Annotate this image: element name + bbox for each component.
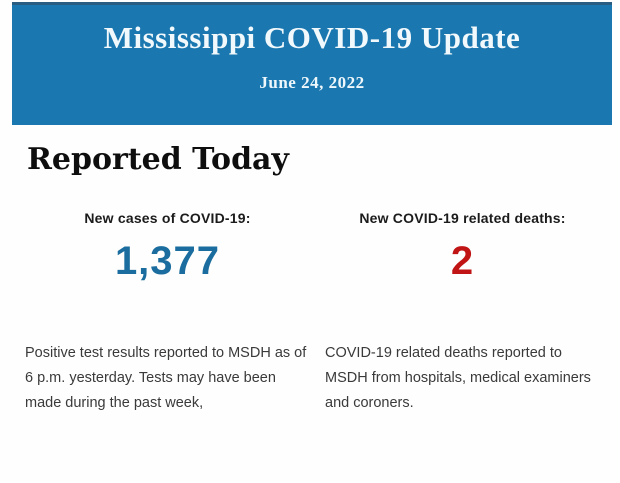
content-area: Reported Today New cases of COVID-19: 1,…: [0, 143, 620, 416]
new-deaths-description: COVID-19 related deaths reported to MSDH…: [325, 345, 591, 411]
new-deaths-label: New COVID-19 related deaths:: [359, 210, 566, 226]
stat-card-new-cases: New cases of COVID-19: 1,377 Positive te…: [25, 210, 310, 416]
stat-card-new-deaths: New COVID-19 related deaths: 2 COVID-19 …: [310, 210, 600, 416]
new-cases-label: New cases of COVID-19:: [84, 210, 251, 226]
header-band: Mississippi COVID-19 Update June 24, 202…: [12, 2, 612, 125]
new-deaths-value: 2: [450, 239, 475, 283]
new-cases-value: 1,377: [114, 239, 221, 283]
stats-row: New cases of COVID-19: 1,377 Positive te…: [25, 210, 600, 416]
section-heading-reported-today: Reported Today: [27, 142, 289, 177]
newsletter-date: June 24, 2022: [259, 73, 365, 92]
newsletter-title: Mississippi COVID-19 Update: [103, 20, 521, 55]
new-cases-description: Positive test results reported to MSDH a…: [25, 345, 307, 411]
